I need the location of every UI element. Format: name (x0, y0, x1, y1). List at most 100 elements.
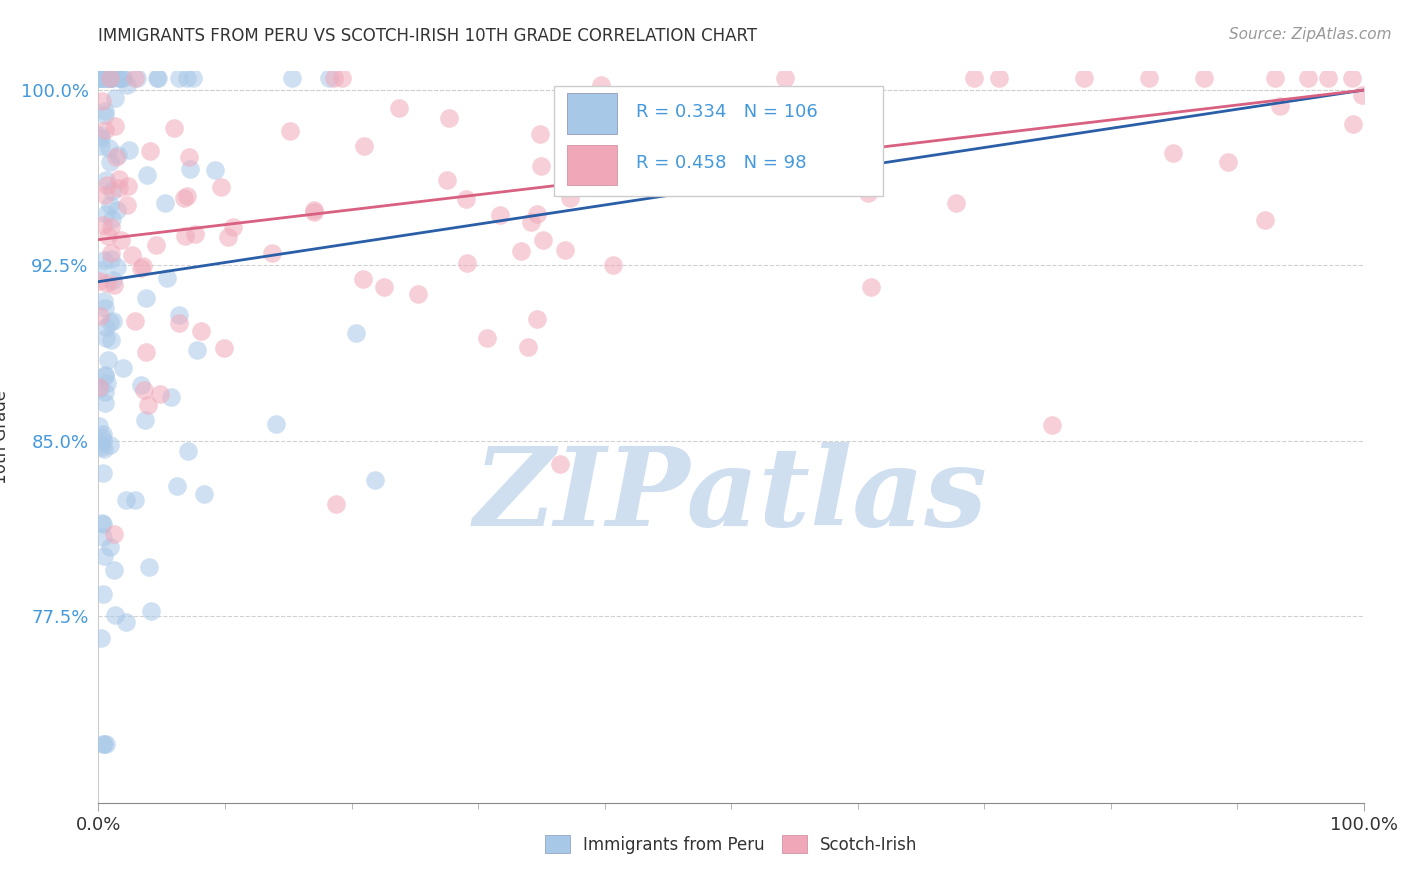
Point (856, 186, 879, 200)
Point (87, 380, 110, 394)
Point (1040, 418, 1063, 433)
Point (98, 71, 121, 86)
Point (266, 417, 288, 431)
FancyBboxPatch shape (567, 94, 617, 134)
Point (89, 71, 111, 86)
Point (98, 155, 121, 169)
Point (260, 245, 283, 260)
Point (222, 220, 245, 235)
Point (519, 215, 541, 229)
Point (97, 353, 120, 368)
Point (488, 208, 510, 222)
Point (91, 738, 114, 752)
Point (111, 361, 134, 376)
Point (526, 312, 548, 326)
Point (160, 390, 183, 404)
FancyBboxPatch shape (554, 86, 883, 195)
Point (104, 91, 127, 105)
Text: IMMIGRANTS FROM PERU VS SCOTCH-IRISH 10TH GRADE CORRELATION CHART: IMMIGRANTS FROM PERU VS SCOTCH-IRISH 10T… (98, 27, 758, 45)
Point (105, 202, 128, 217)
Point (96, 376, 118, 391)
Point (803, 114, 825, 128)
Point (91, 434, 114, 448)
Point (135, 168, 157, 182)
Point (773, 71, 796, 86)
Y-axis label: 10th Grade: 10th Grade (0, 390, 10, 484)
Point (173, 191, 195, 205)
Point (945, 196, 967, 211)
Point (153, 196, 176, 211)
Point (1268, 99, 1291, 113)
Point (98, 541, 121, 555)
Point (193, 487, 215, 501)
Point (115, 198, 138, 212)
Point (669, 97, 692, 112)
Point (111, 71, 134, 86)
Point (141, 604, 163, 618)
Point (94, 71, 117, 86)
Point (100, 211, 122, 226)
Point (93, 293, 115, 308)
Point (94, 107, 117, 121)
Point (125, 71, 148, 86)
Point (1296, 71, 1319, 86)
Text: ZIPatlas: ZIPatlas (474, 442, 988, 549)
Point (139, 145, 162, 159)
Point (530, 160, 553, 174)
Point (87, 274, 110, 288)
Point (115, 78, 138, 92)
Point (149, 386, 172, 401)
Point (96, 172, 118, 186)
Point (87, 71, 110, 86)
Point (91, 531, 114, 545)
Point (129, 378, 152, 392)
Point (456, 256, 478, 270)
Point (330, 71, 353, 86)
Point (436, 173, 458, 187)
Point (602, 258, 624, 272)
Legend: Immigrants from Peru, Scotch-Irish: Immigrants from Peru, Scotch-Irish (538, 829, 924, 860)
Point (91, 467, 114, 481)
Point (94, 187, 117, 202)
Point (408, 287, 430, 301)
Point (93, 384, 115, 399)
Point (97, 229, 120, 244)
Point (510, 244, 533, 259)
Point (110, 233, 132, 247)
Point (100, 252, 122, 267)
Point (124, 314, 146, 328)
Text: R = 0.458   N = 98: R = 0.458 N = 98 (636, 153, 807, 172)
Point (156, 270, 179, 285)
Point (100, 437, 122, 451)
Point (214, 342, 236, 356)
Point (167, 71, 190, 86)
Point (1264, 71, 1286, 86)
Point (93, 104, 115, 119)
Point (352, 272, 374, 286)
Point (90, 138, 112, 153)
Point (591, 78, 613, 92)
Point (98, 141, 121, 155)
Point (121, 248, 143, 262)
Point (89, 381, 111, 395)
Point (90, 131, 112, 145)
Point (98, 71, 121, 86)
Point (103, 277, 125, 292)
Point (280, 124, 302, 138)
Point (177, 443, 200, 458)
Point (107, 147, 129, 161)
Point (1218, 155, 1240, 169)
Point (104, 607, 127, 622)
Point (100, 71, 122, 86)
Point (91, 71, 114, 86)
Point (93, 442, 115, 456)
Point (387, 101, 409, 115)
Point (93, 396, 115, 410)
Point (94, 369, 117, 384)
Point (204, 163, 226, 178)
Point (108, 71, 131, 86)
Point (91, 427, 114, 442)
Point (96, 71, 118, 86)
Point (134, 413, 156, 427)
Point (98, 197, 121, 211)
